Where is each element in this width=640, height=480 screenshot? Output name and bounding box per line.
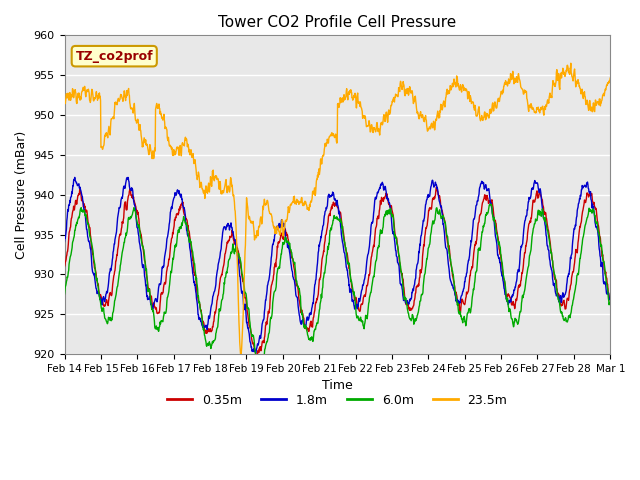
Title: Tower CO2 Profile Cell Pressure: Tower CO2 Profile Cell Pressure (218, 15, 456, 30)
Y-axis label: Cell Pressure (mBar): Cell Pressure (mBar) (15, 131, 28, 259)
Text: TZ_co2prof: TZ_co2prof (76, 49, 153, 63)
Legend: 0.35m, 1.8m, 6.0m, 23.5m: 0.35m, 1.8m, 6.0m, 23.5m (163, 389, 513, 412)
X-axis label: Time: Time (322, 379, 353, 393)
